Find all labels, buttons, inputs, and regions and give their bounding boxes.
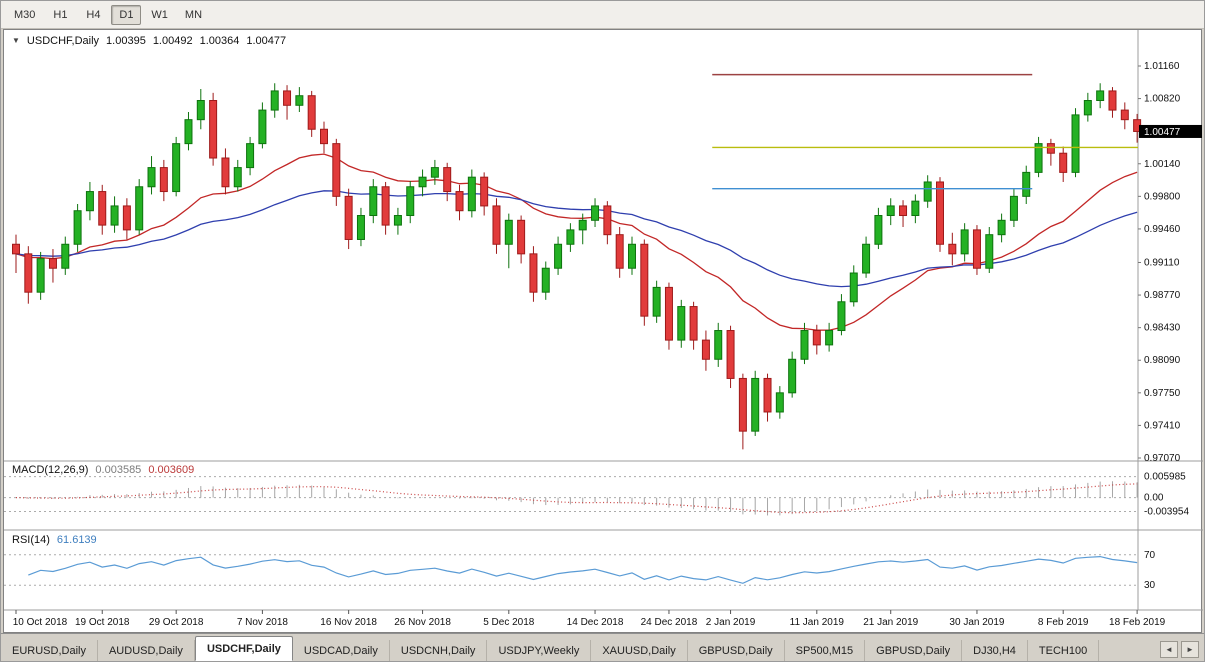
moving-averages <box>15 153 1138 331</box>
timeframe-button-d1[interactable]: D1 <box>111 4 142 25</box>
tab-scroll-controls: ◄ ► <box>1148 641 1204 661</box>
timeframe-button-mn[interactable]: MN <box>184 8 203 21</box>
svg-text:8 Feb 2019: 8 Feb 2019 <box>1038 617 1089 628</box>
tab-scroll-left-icon[interactable]: ◄ <box>1160 641 1178 658</box>
chart-tab-0-eurusd-daily[interactable]: EURUSD,Daily <box>1 640 98 661</box>
svg-text:0.98090: 0.98090 <box>1144 355 1181 366</box>
macd-name: MACD(12,26,9) <box>12 464 89 476</box>
chart-tab-6-xauusd-daily[interactable]: XAUUSD,Daily <box>591 640 688 661</box>
chart-tab-7-gbpusd-daily[interactable]: GBPUSD,Daily <box>688 640 785 661</box>
rsi-value: 61.6139 <box>56 534 97 546</box>
time-scale: 10 Oct 2018 19 Oct 2018 29 Oct 2018 7 Nov 2… <box>13 610 1166 628</box>
price-open: 1.00395 <box>106 35 146 47</box>
svg-text:2 Jan 2019: 2 Jan 2019 <box>706 617 756 628</box>
price-low: 1.00364 <box>199 35 240 47</box>
svg-text:1.00477: 1.00477 <box>1144 127 1181 138</box>
svg-text:30: 30 <box>1144 580 1156 591</box>
chart-tab-4-usdcnh-daily[interactable]: USDCNH,Daily <box>390 640 488 661</box>
chart-tab-8-sp500-m15[interactable]: SP500,M15 <box>785 640 866 661</box>
chart-menu-icon[interactable]: ▼ <box>12 36 20 45</box>
macd-indicator-label: MACD(12,26,9) 0.003585 0.003609 <box>12 464 194 476</box>
svg-text:-0.003954: -0.003954 <box>1144 507 1189 518</box>
svg-text:0.98430: 0.98430 <box>1144 323 1181 334</box>
horizontal-line-objects[interactable] <box>712 73 1138 190</box>
chart-tab-3-usdcad-daily[interactable]: USDCAD,Daily <box>293 640 390 661</box>
svg-text:0.99800: 0.99800 <box>1144 191 1181 202</box>
svg-text:0.97410: 0.97410 <box>1144 420 1181 431</box>
price-close: 1.00477 <box>246 35 287 47</box>
timeframe-button-h1[interactable]: H1 <box>53 8 68 21</box>
chart-tab-5-usdjpy-weekly[interactable]: USDJPY,Weekly <box>487 640 592 661</box>
svg-text:24 Dec 2018: 24 Dec 2018 <box>641 617 698 628</box>
macd-histogram <box>27 481 1138 516</box>
chart-tab-bar: EURUSD,Daily AUDUSD,Daily USDCHF,Daily USDC… <box>1 633 1204 661</box>
svg-text:0.97750: 0.97750 <box>1144 388 1181 399</box>
price-scale: 1.01160 1.00820 1.00140 0.99800 0.99460 0.991… <box>1138 61 1181 464</box>
macd-signal-line <box>15 483 1138 514</box>
svg-text:26 Nov 2018: 26 Nov 2018 <box>394 617 451 628</box>
timeframe-toolbar: M30 H1 H4 D1 W1 MN <box>1 1 1204 29</box>
chart-tab-10-dj30-h4[interactable]: DJ30,H4 <box>962 640 1028 661</box>
svg-text:14 Dec 2018: 14 Dec 2018 <box>567 617 624 628</box>
svg-text:30 Jan 2019: 30 Jan 2019 <box>949 617 1004 628</box>
chart-tab-2-usdchf-daily[interactable]: USDCHF,Daily <box>194 636 293 661</box>
timeframe-button-m30[interactable]: M30 <box>14 8 36 21</box>
chart-tabs: EURUSD,Daily AUDUSD,Daily USDCHF,Daily USDC… <box>1 636 1148 661</box>
chart-canvas[interactable]: 0.0059850.00-0.00395470301.011601.008201… <box>4 30 1203 632</box>
rsi-name: RSI(14) <box>12 534 50 546</box>
svg-text:19 Oct 2018: 19 Oct 2018 <box>75 617 130 628</box>
svg-text:0.99460: 0.99460 <box>1144 224 1181 235</box>
timeframe-button-w1[interactable]: W1 <box>151 8 168 21</box>
timeframe-button-h4[interactable]: H4 <box>86 8 101 21</box>
svg-text:16 Nov 2018: 16 Nov 2018 <box>320 617 377 628</box>
tab-scroll-right-icon[interactable]: ► <box>1181 641 1199 658</box>
chart-tab-1-audusd-daily[interactable]: AUDUSD,Daily <box>98 640 195 661</box>
svg-text:1.01160: 1.01160 <box>1144 61 1180 72</box>
svg-text:11 Jan 2019: 11 Jan 2019 <box>790 617 845 628</box>
svg-text:7 Nov 2018: 7 Nov 2018 <box>237 617 289 628</box>
svg-text:1.00820: 1.00820 <box>1144 94 1181 105</box>
chart-tab-9-gbpusd-daily[interactable]: GBPUSD,Daily <box>865 640 963 661</box>
pane-separators[interactable] <box>4 30 1203 611</box>
svg-text:0.98770: 0.98770 <box>1144 290 1181 301</box>
svg-text:0.005985: 0.005985 <box>1144 472 1186 483</box>
rsi-line <box>28 555 1138 584</box>
svg-text:18 Feb 2019: 18 Feb 2019 <box>1109 617 1166 628</box>
chart-title: ▼ USDCHF,Daily 1.00395 1.00492 1.00364 1… <box>12 35 286 47</box>
chart-tab-11-tech100[interactable]: TECH100 <box>1028 640 1100 661</box>
macd-signal-value: 0.003609 <box>148 464 195 476</box>
svg-text:70: 70 <box>1144 550 1156 561</box>
svg-text:0.00: 0.00 <box>1144 493 1164 504</box>
svg-text:21 Jan 2019: 21 Jan 2019 <box>863 617 918 628</box>
indicator-gridlines: 0.005985 0.00 -0.003954 70 30 <box>4 472 1189 591</box>
price-high: 1.00492 <box>152 35 193 47</box>
rsi-indicator-label: RSI(14) 61.6139 <box>12 534 97 546</box>
candles <box>12 83 1142 450</box>
svg-text:5 Dec 2018: 5 Dec 2018 <box>483 617 535 628</box>
svg-text:29 Oct 2018: 29 Oct 2018 <box>149 617 204 628</box>
current-price-tag: 1.00477 <box>1139 124 1202 138</box>
svg-text:1.00140: 1.00140 <box>1144 159 1181 170</box>
chart-window[interactable]: 0.005985 0.00 -0.003954 70 30 1.01160 1.00820 1… <box>3 29 1203 633</box>
macd-main-value: 0.003585 <box>95 464 142 476</box>
svg-text:0.97070: 0.97070 <box>1144 453 1181 464</box>
chart-symbol: USDCHF,Daily <box>26 35 100 47</box>
svg-text:10 Oct 2018: 10 Oct 2018 <box>13 617 68 628</box>
svg-text:0.99110: 0.99110 <box>1144 257 1180 268</box>
